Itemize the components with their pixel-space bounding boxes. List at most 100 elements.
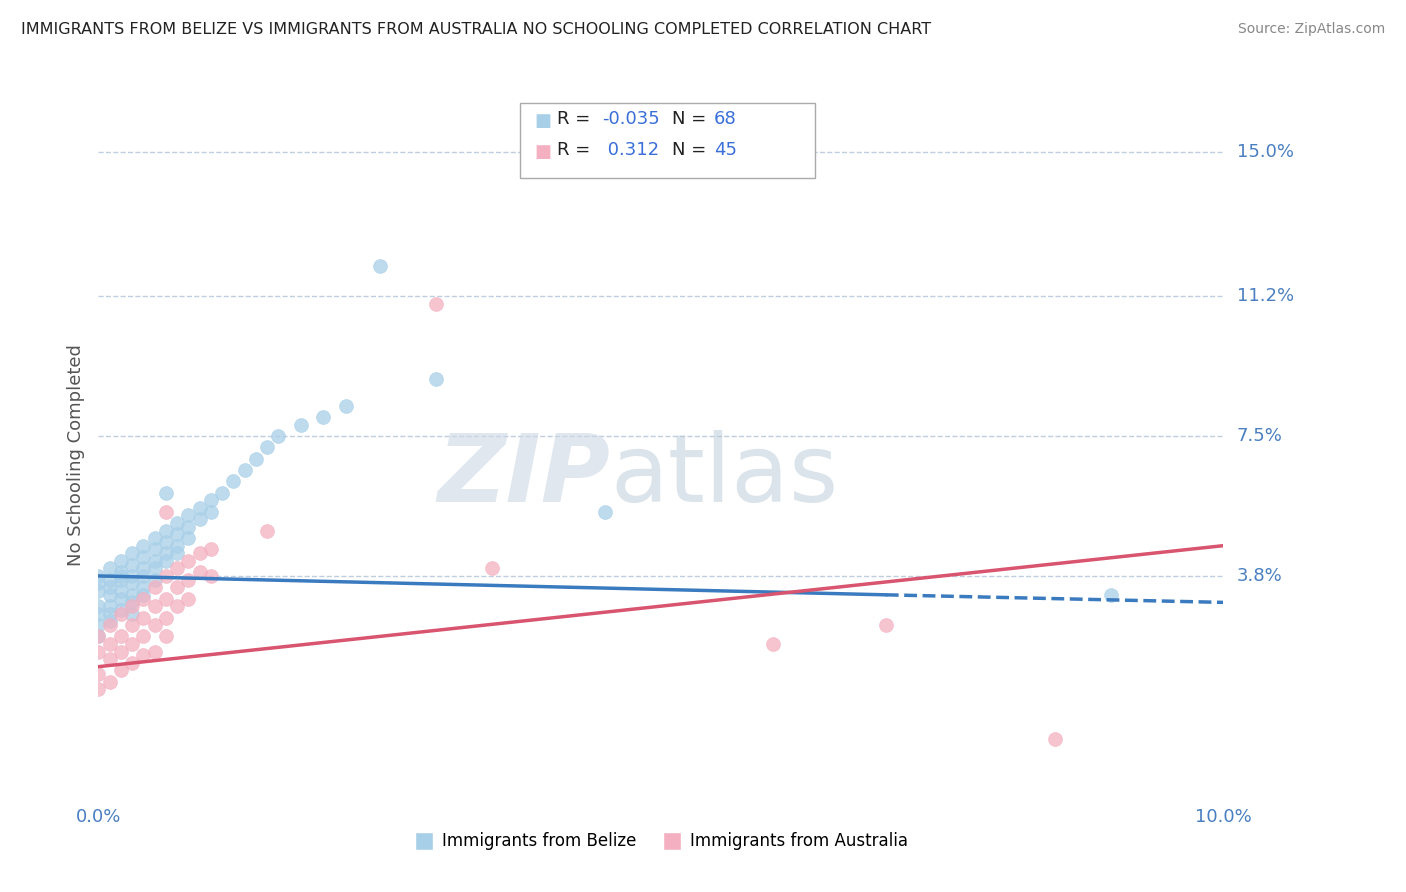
Point bbox=[132, 580, 155, 594]
Point bbox=[312, 410, 335, 425]
Point bbox=[87, 667, 110, 681]
Point bbox=[121, 595, 143, 609]
Y-axis label: No Schooling Completed: No Schooling Completed bbox=[66, 344, 84, 566]
Point bbox=[110, 569, 132, 583]
Point bbox=[110, 591, 132, 606]
Point bbox=[335, 399, 357, 413]
Point bbox=[132, 561, 155, 575]
Text: R =: R = bbox=[557, 141, 596, 160]
Point bbox=[166, 580, 188, 594]
Point bbox=[368, 259, 391, 273]
Point bbox=[200, 493, 222, 508]
Point bbox=[132, 569, 155, 583]
Point bbox=[110, 644, 132, 658]
Point bbox=[110, 554, 132, 568]
Point bbox=[87, 682, 110, 697]
Point bbox=[132, 549, 155, 564]
Point bbox=[188, 546, 211, 560]
Point bbox=[110, 664, 132, 678]
Point bbox=[875, 618, 897, 632]
Point bbox=[155, 485, 177, 500]
Point bbox=[98, 652, 121, 666]
Point bbox=[143, 554, 166, 568]
Point bbox=[87, 569, 110, 583]
Point bbox=[121, 546, 143, 560]
Point bbox=[98, 637, 121, 651]
Point bbox=[166, 539, 188, 553]
Point bbox=[211, 485, 233, 500]
Point bbox=[132, 610, 155, 624]
Point bbox=[1043, 731, 1066, 746]
Point bbox=[98, 674, 121, 689]
Point bbox=[222, 475, 245, 489]
Point bbox=[87, 576, 110, 591]
Point bbox=[762, 637, 785, 651]
Legend: Immigrants from Belize, Immigrants from Australia: Immigrants from Belize, Immigrants from … bbox=[408, 826, 914, 857]
Text: 3.8%: 3.8% bbox=[1237, 567, 1282, 585]
Text: 45: 45 bbox=[714, 141, 737, 160]
Point bbox=[233, 463, 256, 477]
Point bbox=[155, 546, 177, 560]
Point bbox=[177, 573, 200, 587]
Point bbox=[121, 569, 143, 583]
Point bbox=[121, 656, 143, 670]
Point bbox=[155, 591, 177, 606]
Point bbox=[143, 573, 166, 587]
Point bbox=[166, 516, 188, 530]
Point bbox=[155, 524, 177, 538]
Point bbox=[121, 588, 143, 602]
Point bbox=[87, 584, 110, 599]
Point bbox=[188, 500, 211, 515]
Point bbox=[188, 565, 211, 579]
Point bbox=[121, 558, 143, 572]
Point bbox=[256, 524, 278, 538]
Text: N =: N = bbox=[672, 141, 711, 160]
Point bbox=[98, 615, 121, 629]
Text: R =: R = bbox=[557, 110, 596, 128]
Point bbox=[188, 512, 211, 526]
Point bbox=[143, 561, 166, 575]
Point bbox=[200, 542, 222, 557]
Point bbox=[425, 296, 447, 310]
Point bbox=[132, 591, 155, 606]
Point bbox=[132, 539, 155, 553]
Point bbox=[166, 527, 188, 541]
Point bbox=[87, 629, 110, 643]
Point bbox=[155, 629, 177, 643]
Point bbox=[256, 441, 278, 455]
Text: ■: ■ bbox=[534, 143, 551, 161]
Point bbox=[1099, 588, 1122, 602]
Text: 7.5%: 7.5% bbox=[1237, 427, 1282, 445]
Text: 11.2%: 11.2% bbox=[1237, 287, 1294, 305]
Point bbox=[87, 644, 110, 658]
Point bbox=[121, 637, 143, 651]
Point bbox=[87, 599, 110, 614]
Point bbox=[98, 561, 121, 575]
Point bbox=[155, 505, 177, 519]
Point bbox=[200, 505, 222, 519]
Point bbox=[87, 607, 110, 621]
Point bbox=[98, 580, 121, 594]
Point bbox=[98, 573, 121, 587]
Point bbox=[245, 451, 267, 466]
Point bbox=[143, 542, 166, 557]
Text: ■: ■ bbox=[534, 112, 551, 129]
Text: Source: ZipAtlas.com: Source: ZipAtlas.com bbox=[1237, 22, 1385, 37]
Point bbox=[155, 534, 177, 549]
Point bbox=[110, 607, 132, 621]
Point bbox=[98, 618, 121, 632]
Point bbox=[132, 648, 155, 663]
Point bbox=[121, 607, 143, 621]
Point bbox=[166, 561, 188, 575]
Text: IMMIGRANTS FROM BELIZE VS IMMIGRANTS FROM AUSTRALIA NO SCHOOLING COMPLETED CORRE: IMMIGRANTS FROM BELIZE VS IMMIGRANTS FRO… bbox=[21, 22, 931, 37]
Point bbox=[110, 565, 132, 579]
Text: 0.312: 0.312 bbox=[602, 141, 659, 160]
Text: -0.035: -0.035 bbox=[602, 110, 659, 128]
Point bbox=[143, 580, 166, 594]
Point bbox=[110, 603, 132, 617]
Point bbox=[481, 561, 503, 575]
Point bbox=[155, 569, 177, 583]
Text: 15.0%: 15.0% bbox=[1237, 144, 1294, 161]
Point bbox=[177, 508, 200, 523]
Point bbox=[121, 618, 143, 632]
